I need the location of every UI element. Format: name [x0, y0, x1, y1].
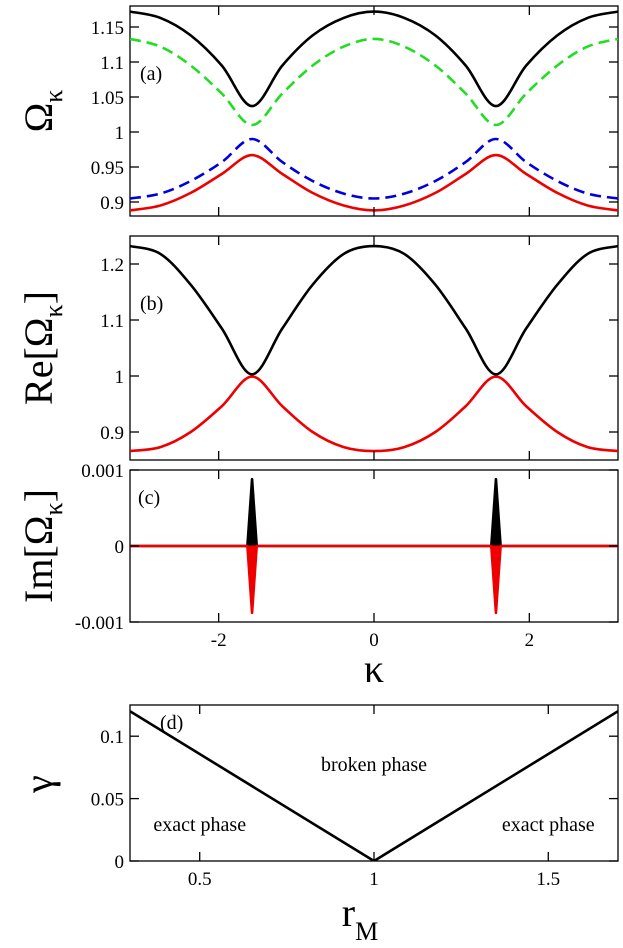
- panel-c-xtick-label: -2: [211, 630, 227, 651]
- panel-d-annotations: broken phase exact phase exact phase: [153, 754, 594, 836]
- panel-a-series-0: [130, 10, 618, 108]
- panel-d-ytick-label: 0: [115, 852, 125, 873]
- panel-a-series: [130, 10, 618, 212]
- panel-d-ticks: 0 0.05 0.1 0.5 1 1.5: [91, 705, 618, 890]
- panel-b-ytick-label: 1.2: [100, 255, 124, 276]
- panel-a: 0.9 0.95 1 1.05 1.1 1.15 (a) Ωκ: [16, 5, 619, 217]
- panel-d-ylabel: γ: [16, 775, 61, 794]
- panel-b-label: (b): [140, 293, 163, 315]
- panel-c-xlabel: κ: [364, 646, 384, 691]
- panel-d-xtick-label: 0.5: [188, 869, 212, 890]
- panel-a-ytick-label: 1.05: [91, 88, 124, 109]
- panel-c-ylabel: Im[Ωκ]: [16, 489, 68, 603]
- panel-d-series: [130, 710, 618, 861]
- panel-c-label: (c): [138, 487, 160, 509]
- panel-d: 0 0.05 0.1 0.5 1 1.5 broken phase exact phase e…: [16, 704, 619, 946]
- panel-d-label: (d): [160, 712, 183, 734]
- panel-d-ytick-label: 0.05: [91, 790, 124, 811]
- panel-c-spike: [490, 545, 502, 613]
- panel-d-ytick-label: 0.1: [100, 727, 124, 748]
- panel-d-frame: [129, 704, 619, 862]
- panel-d-xtick-label: 1.5: [536, 869, 560, 890]
- panel-d-xtick-label: 1: [369, 869, 379, 890]
- panel-b: 0.9 1 1.1 1.2 (b) Re[Ωκ]: [16, 235, 619, 461]
- panel-d-annotation: exact phase: [153, 814, 246, 836]
- panel-a-series-2: [130, 137, 618, 200]
- panel-c-series: [130, 477, 618, 615]
- panel-a-ticks: 0.9 0.95 1 1.05 1.1 1.15: [91, 6, 618, 216]
- panel-b-ytick-label: 0.9: [100, 423, 124, 444]
- panel-b-ytick-label: 1: [115, 367, 125, 388]
- panel-d-annotation: broken phase: [321, 754, 427, 776]
- panel-d-series-0: [130, 710, 618, 861]
- panel-b-series-1: [130, 375, 618, 453]
- panel-c-ytick-label: 0.001: [81, 461, 124, 482]
- panel-d-xlabel: rM: [342, 890, 378, 946]
- panel-a-ytick-label: 1.15: [91, 18, 124, 39]
- panel-c-series-1: [130, 544, 618, 615]
- panel-a-ytick-label: 0.95: [91, 158, 124, 179]
- panel-b-frame: [129, 235, 619, 461]
- panel-c-ytick-label: -0.001: [75, 613, 124, 634]
- panel-c: -0.001 0 0.001 -2 0 2 (c) Im[Ωκ] κ: [16, 461, 619, 691]
- panel-a-ytick-label: 1: [115, 123, 125, 144]
- panel-c-xtick-label: 2: [525, 630, 535, 651]
- panel-b-series: [130, 244, 618, 453]
- panel-c-ticks: -0.001 0 0.001 -2 0 2: [75, 461, 618, 651]
- panel-c-spike: [246, 545, 258, 613]
- panel-d-annotation: exact phase: [502, 814, 595, 836]
- panel-c-ytick-label: 0: [115, 537, 125, 558]
- panel-c-xtick-label: 0: [369, 630, 379, 651]
- panel-c-series-0: [130, 477, 618, 548]
- panel-b-ticks: 0.9 1 1.1 1.2: [100, 236, 618, 460]
- panel-b-series-0: [130, 244, 618, 376]
- panel-b-ylabel: Re[Ωκ]: [16, 291, 68, 405]
- panel-a-ylabel: Ωκ: [16, 90, 68, 133]
- panel-a-ytick-label: 1.1: [100, 53, 124, 74]
- panel-a-series-3: [130, 153, 618, 212]
- panel-a-label: (a): [140, 63, 162, 85]
- panel-b-ytick-label: 1.1: [100, 311, 124, 332]
- panel-a-series-1: [130, 37, 618, 127]
- panel-a-ytick-label: 0.9: [100, 193, 124, 214]
